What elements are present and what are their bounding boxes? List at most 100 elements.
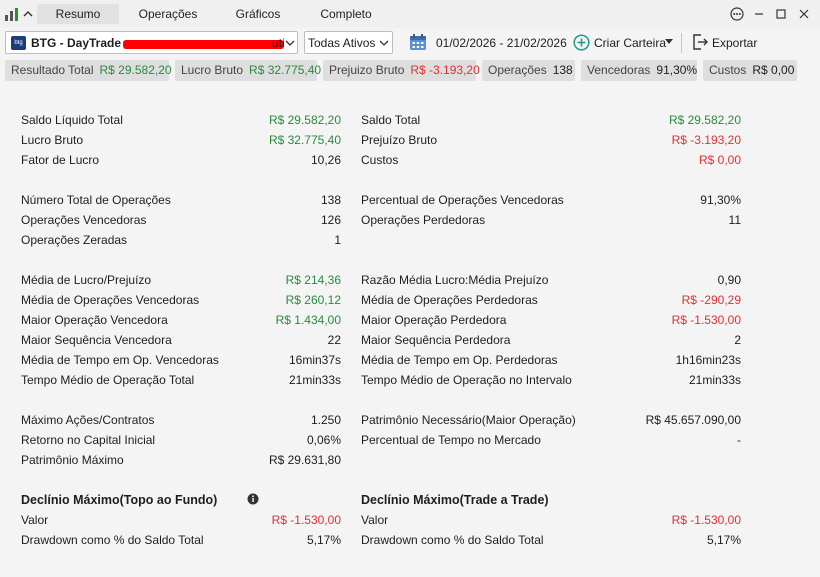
stat-fator-lucro: Fator de Lucro 10,26	[21, 150, 341, 170]
stat-retorno: Retorno no Capital Inicial 0,06%	[21, 430, 341, 450]
stat-label: Valor	[21, 513, 49, 527]
stat-tempo-intervalo: Tempo Médio de Operação no Intervalo 21mi…	[361, 370, 741, 390]
stat-label: Percentual de Operações Vencedoras	[361, 193, 564, 207]
stat-op-vencedoras: Operações Vencedoras 126	[21, 210, 341, 230]
section-declinio-topo-fundo: Declínio Máximo(Topo ao Fundo)	[21, 490, 251, 510]
summary-value: 91,30%	[656, 63, 698, 77]
stat-value: 5,17%	[306, 533, 341, 547]
stat-label: Operações Zeradas	[21, 233, 128, 247]
stat-label: Tempo Médio de Operação no Intervalo	[361, 373, 572, 387]
stat-label: Razão Média Lucro:Média Prejuízo	[361, 273, 549, 287]
stat-op-zeradas: Operações Zeradas 1	[21, 230, 341, 250]
stat-label: Valor	[361, 513, 389, 527]
stat-value: R$ 45.657.090,00	[645, 413, 741, 427]
stat-value: 0,06%	[306, 433, 341, 447]
create-portfolio-button[interactable]: Criar Carteira	[594, 36, 667, 50]
stat-value: R$ 29.582,20	[268, 113, 341, 127]
stat-label: Percentual de Tempo no Mercado	[361, 433, 541, 447]
stat-saldo-total: Saldo Total R$ 29.582,20	[361, 110, 741, 130]
tab-operacoes[interactable]: Operações	[138, 7, 198, 21]
stats-panel: Saldo Líquido Total R$ 29.582,20 Lucro Br…	[0, 84, 820, 577]
add-circle-icon	[573, 34, 590, 51]
stat-label: Patrimônio Máximo	[21, 453, 124, 467]
stat-label: Lucro Bruto	[21, 133, 84, 147]
stat-media-perdedoras: Média de Operações Perdedoras R$ -290,29	[361, 290, 741, 310]
summary-chip: Operações 138	[482, 60, 575, 81]
stat-label: Prejuízo Bruto	[361, 133, 438, 147]
stat-value: R$ -3.193,20	[671, 133, 741, 147]
btg-logo-icon: btg	[11, 36, 26, 50]
chevron-down-icon	[379, 40, 389, 46]
stat-value: 21min33s	[688, 373, 741, 387]
stat-num-operacoes: Número Total de Operações 138	[21, 190, 341, 210]
stat-label: Drawdown como % do Saldo Total	[21, 533, 204, 547]
stat-patrimonio-necessario: Patrimônio Necessário(Maior Operação) R$ …	[361, 410, 741, 430]
minimize-button[interactable]	[749, 4, 769, 24]
summary-label: Lucro Bruto	[181, 63, 244, 77]
caret-down-icon[interactable]	[665, 39, 673, 45]
close-button[interactable]	[794, 4, 814, 24]
section-title: Declínio Máximo(Topo ao Fundo)	[21, 493, 218, 507]
stat-razao-media: Razão Média Lucro:Média Prejuízo 0,90	[361, 270, 741, 290]
toolbar: btg BTG - DayTrade uti Todas Ativos 01/0…	[0, 28, 820, 58]
stat-value: 0,90	[717, 273, 741, 287]
chevron-down-icon	[285, 40, 295, 46]
summary-label: Prejuizo Bruto	[329, 63, 405, 77]
calendar-icon[interactable]	[409, 33, 427, 51]
stat-value: R$ 1.434,00	[275, 313, 341, 327]
stat-lucro-bruto: Lucro Bruto R$ 32.775,40	[21, 130, 341, 150]
stat-value: R$ 214,36	[285, 273, 341, 287]
stat-label: Média de Operações Perdedoras	[361, 293, 538, 307]
stat-label: Número Total de Operações	[21, 193, 171, 207]
stat-declinio-valor: Valor R$ -1.530,00	[21, 510, 341, 530]
stat-maior-vencedora: Maior Operação Vencedora R$ 1.434,00	[21, 310, 341, 330]
chevron-up-icon[interactable]	[22, 8, 34, 20]
stat-value: R$ 0,00	[698, 153, 741, 167]
summary-label: Operações	[488, 63, 547, 77]
stat-value: R$ -1.530,00	[271, 513, 341, 527]
stat-declinio-valor-trade: Valor R$ -1.530,00	[361, 510, 741, 530]
maximize-button[interactable]	[771, 4, 791, 24]
close-icon	[799, 9, 809, 19]
summary-label: Custos	[709, 63, 747, 77]
minimize-icon	[755, 13, 763, 15]
stat-drawdown: Drawdown como % do Saldo Total 5,17%	[21, 530, 341, 550]
tab-graficos[interactable]: Gráficos	[235, 7, 281, 21]
info-icon[interactable]	[247, 493, 259, 505]
summary-strip: Resultado Total R$ 29.582,20 Lucro Bruto R…	[0, 60, 820, 81]
app-chart-logo-icon	[5, 8, 18, 21]
summary-label: Vencedoras	[587, 63, 651, 77]
summary-value: R$ 29.582,20	[99, 63, 172, 77]
stat-label: Média de Operações Vencedoras	[21, 293, 200, 307]
redacted-account	[123, 40, 284, 49]
stat-value: 11	[728, 213, 741, 227]
stat-label: Retorno no Capital Inicial	[21, 433, 156, 447]
summary-chip: Lucro Bruto R$ 32.775,40	[175, 60, 321, 81]
maximize-icon	[776, 9, 786, 19]
summary-chip: Vencedoras 91,30%	[581, 60, 697, 81]
stat-value: 16min37s	[288, 353, 341, 367]
stat-label: Patrimônio Necessário(Maior Operação)	[361, 413, 576, 427]
stat-tempo-vencedoras: Média de Tempo em Op. Vencedoras 16min37s	[21, 350, 341, 370]
stat-label: Média de Lucro/Prejuízo	[21, 273, 152, 287]
stat-max-acoes: Máximo Ações/Contratos 1.250	[21, 410, 341, 430]
stat-patrimonio-max: Patrimônio Máximo R$ 29.631,80	[21, 450, 341, 470]
broker-select[interactable]: btg BTG - DayTrade uti	[5, 31, 298, 54]
assets-filter-select[interactable]: Todas Ativos	[304, 31, 393, 54]
tab-resumo[interactable]: Resumo	[37, 4, 119, 24]
export-button[interactable]: Exportar	[712, 36, 758, 50]
more-options-button[interactable]	[727, 4, 747, 24]
stat-value: 126	[320, 213, 341, 227]
title-bar: Resumo Operações Gráficos Completo	[0, 0, 820, 28]
more-options-icon	[730, 7, 744, 21]
stat-value: R$ -1.530,00	[671, 513, 741, 527]
stat-value: R$ -1.530,00	[671, 313, 741, 327]
stat-value: 1h16min23s	[675, 353, 741, 367]
stat-value: R$ 29.631,80	[268, 453, 341, 467]
summary-chip: Resultado Total R$ 29.582,20	[5, 60, 172, 81]
date-range[interactable]: 01/02/2026 - 21/02/2026	[436, 36, 567, 50]
summary-value: R$ 0,00	[752, 63, 795, 77]
tab-completo[interactable]: Completo	[320, 7, 372, 21]
stat-label: Tempo Médio de Operação Total	[21, 373, 195, 387]
broker-name: BTG - DayTrade	[31, 36, 122, 50]
